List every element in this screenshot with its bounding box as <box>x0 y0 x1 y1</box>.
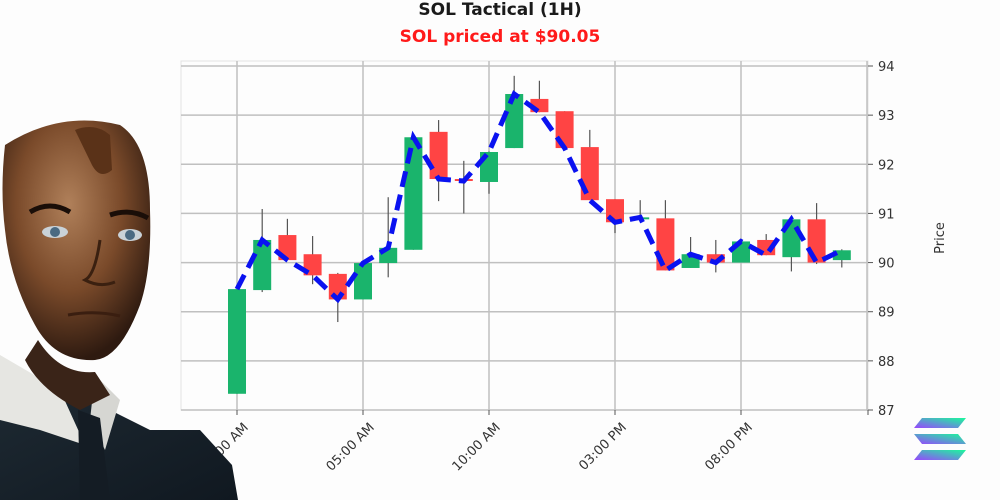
price-subtitle: SOL priced at $90.05 <box>399 27 601 47</box>
svg-text:88: 88 <box>878 355 895 370</box>
svg-text:03:00 PM: 03:00 PM <box>576 420 629 473</box>
svg-text:93: 93 <box>878 109 895 124</box>
chart-title: SOL Tactical (1H) <box>418 0 582 20</box>
trader-portrait <box>0 120 238 500</box>
solana-logo-icon <box>914 418 966 460</box>
svg-text:89: 89 <box>878 306 895 321</box>
svg-text:10:00 AM: 10:00 AM <box>450 420 504 474</box>
y-axis: 87 88 89 90 91 92 93 94 <box>868 60 895 419</box>
svg-text:92: 92 <box>878 158 895 173</box>
svg-text:90: 90 <box>878 257 895 272</box>
svg-text:08:00 PM: 08:00 PM <box>702 420 755 473</box>
x-axis: 00:00 AM 05:00 AM 10:00 AM 03:00 PM 08:00 PM <box>198 410 869 474</box>
close-line <box>234 90 843 304</box>
svg-text:91: 91 <box>878 207 895 222</box>
svg-text:87: 87 <box>878 404 895 419</box>
svg-text:05:00 AM: 05:00 AM <box>324 420 378 474</box>
y-axis-label: Price <box>933 222 948 254</box>
svg-text:94: 94 <box>878 60 895 75</box>
candles <box>228 75 851 394</box>
